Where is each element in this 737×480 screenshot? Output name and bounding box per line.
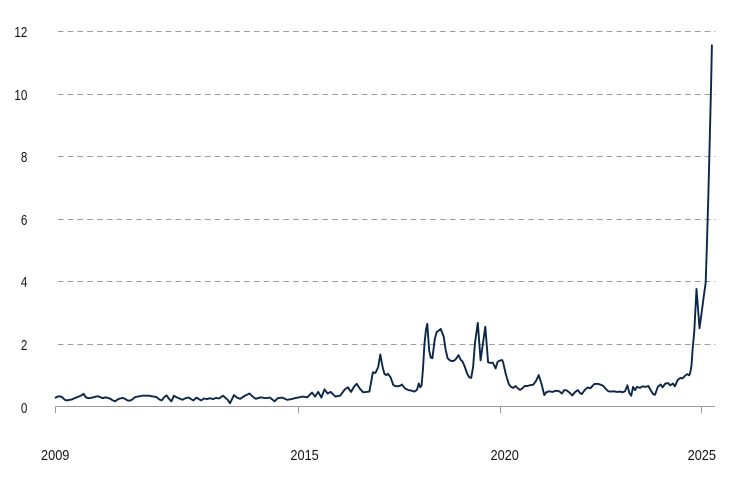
svg-text:4: 4 bbox=[21, 274, 27, 291]
svg-text:12: 12 bbox=[14, 24, 27, 41]
svg-text:2015: 2015 bbox=[290, 446, 319, 463]
svg-text:6: 6 bbox=[21, 212, 27, 229]
svg-text:0: 0 bbox=[21, 400, 27, 417]
svg-text:10: 10 bbox=[14, 87, 27, 104]
svg-text:2: 2 bbox=[21, 337, 27, 354]
svg-text:2020: 2020 bbox=[491, 446, 520, 463]
svg-text:8: 8 bbox=[21, 149, 27, 166]
svg-text:2025: 2025 bbox=[688, 446, 717, 463]
svg-text:2009: 2009 bbox=[41, 446, 70, 463]
